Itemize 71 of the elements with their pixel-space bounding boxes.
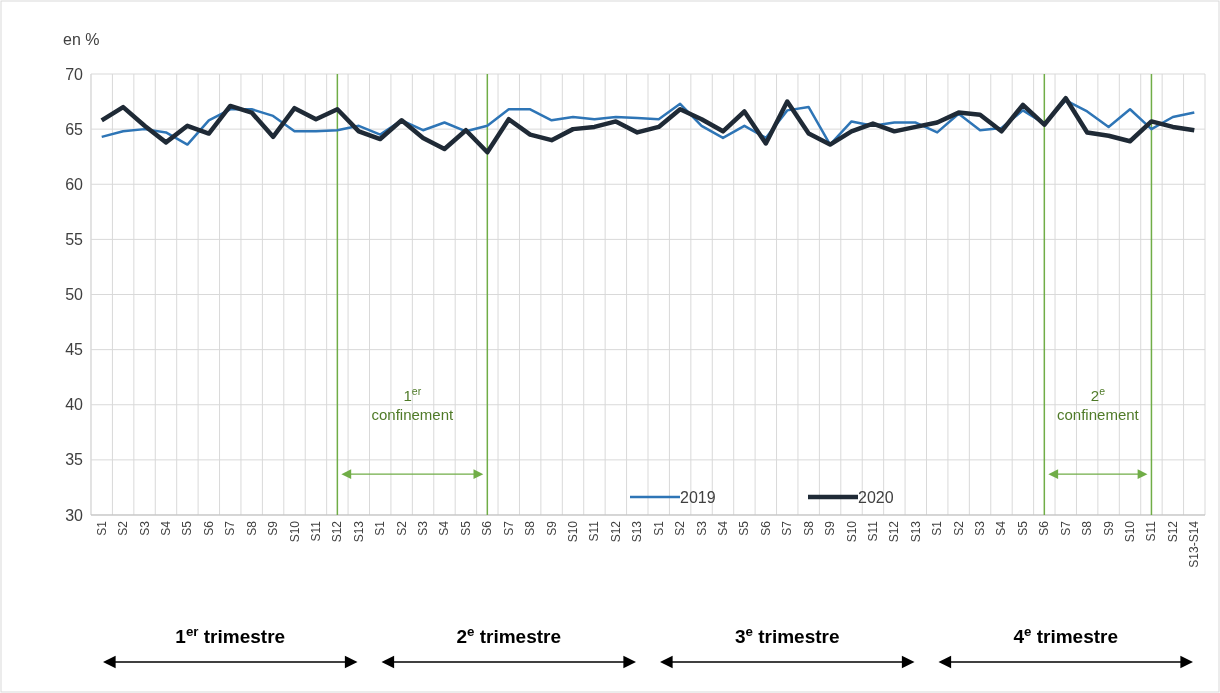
x-tick-label: S12: [887, 520, 902, 543]
x-tick-label: S12: [1165, 520, 1180, 543]
x-tick-label: S11: [1144, 520, 1159, 542]
x-tick-label: S2: [116, 520, 131, 536]
x-tick-label: S9: [1101, 520, 1116, 536]
x-tick-label: S3: [973, 520, 988, 536]
x-tick-label: S6: [201, 520, 216, 536]
text: 3$^{e}$ trimestre: [734, 623, 840, 647]
x-tick-label: S7: [501, 520, 516, 536]
y-tick-label: 60: [65, 175, 84, 193]
x-tick-label: S3: [694, 520, 709, 536]
annotation: 2$^{e}$ confinement: [1057, 385, 1140, 424]
x-tick-label: S4: [437, 520, 452, 536]
y-tick-label: 30: [65, 506, 84, 524]
x-tick-label: S12: [608, 520, 623, 543]
x-tick-label: S5: [737, 520, 752, 536]
text: 1$^{er}$ trimestre: [175, 623, 286, 647]
legend-label: 2020: [858, 488, 894, 506]
x-tick-label: S8: [244, 520, 259, 536]
x-tick-label: S4: [994, 520, 1009, 536]
x-tick-label: S4: [158, 520, 173, 536]
x-tick-label: S13-S14: [1187, 520, 1202, 568]
y-tick-label: 40: [65, 396, 84, 414]
x-tick-label: S5: [1015, 520, 1030, 536]
x-tick-label: S1: [373, 520, 388, 536]
x-tick-label: S10: [287, 520, 302, 543]
x-tick-label: S12: [330, 520, 345, 543]
x-tick-label: S6: [1037, 520, 1052, 536]
x-tick-label: S8: [801, 520, 816, 536]
x-tick-label: S11: [865, 520, 880, 542]
y-tick-label: 50: [65, 286, 84, 304]
x-tick-label: S1: [651, 520, 666, 536]
x-tick-label: S6: [758, 520, 773, 536]
y-tick-label: 65: [65, 120, 84, 138]
x-tick-label: S5: [180, 520, 195, 536]
line-series: [99, 96, 1197, 155]
x-tick-label: S8: [1080, 520, 1095, 536]
y-tick-label: 45: [65, 341, 84, 359]
y-tick-label: 35: [65, 451, 84, 469]
x-tick-label: S10: [844, 520, 859, 543]
x-tick-label: S10: [566, 520, 581, 543]
x-tick-label: S13: [630, 520, 645, 543]
text: 4$^{e}$ trimestre: [1013, 623, 1119, 647]
annotation: 1$^{er}$ confinement: [371, 385, 455, 424]
x-tick-label: S1: [94, 520, 109, 536]
x-tick-label: S7: [223, 520, 238, 536]
x-tick-label: S2: [951, 520, 966, 536]
y-tick-label: 55: [65, 230, 84, 248]
x-tick-label: S2: [394, 520, 409, 536]
y-axis-title: en %: [63, 31, 100, 48]
y-tick-label: 70: [65, 65, 84, 83]
legend-label: 2019: [680, 488, 716, 506]
x-tick-label: S5: [458, 520, 473, 536]
x-tick-label: S13: [908, 520, 923, 543]
x-tick-label: S11: [587, 520, 602, 542]
text: 2$^{e}$ trimestre: [456, 623, 562, 647]
x-tick-label: S7: [780, 520, 795, 536]
x-tick-label: S4: [715, 520, 730, 536]
x-tick-label: S6: [480, 520, 495, 536]
x-tick-label: S10: [1123, 520, 1138, 543]
x-tick-label: S2: [673, 520, 688, 536]
x-tick-label: S9: [544, 520, 559, 536]
x-tick-label: S1: [930, 520, 945, 536]
x-tick-label: S9: [266, 520, 281, 536]
x-tick-label: S13: [351, 520, 366, 543]
x-tick-label: S9: [823, 520, 838, 536]
x-tick-label: S8: [523, 520, 538, 536]
x-tick-label: S3: [416, 520, 431, 536]
x-tick-label: S3: [137, 520, 152, 536]
x-tick-label: S7: [1058, 520, 1073, 536]
x-tick-label: S11: [308, 520, 323, 542]
